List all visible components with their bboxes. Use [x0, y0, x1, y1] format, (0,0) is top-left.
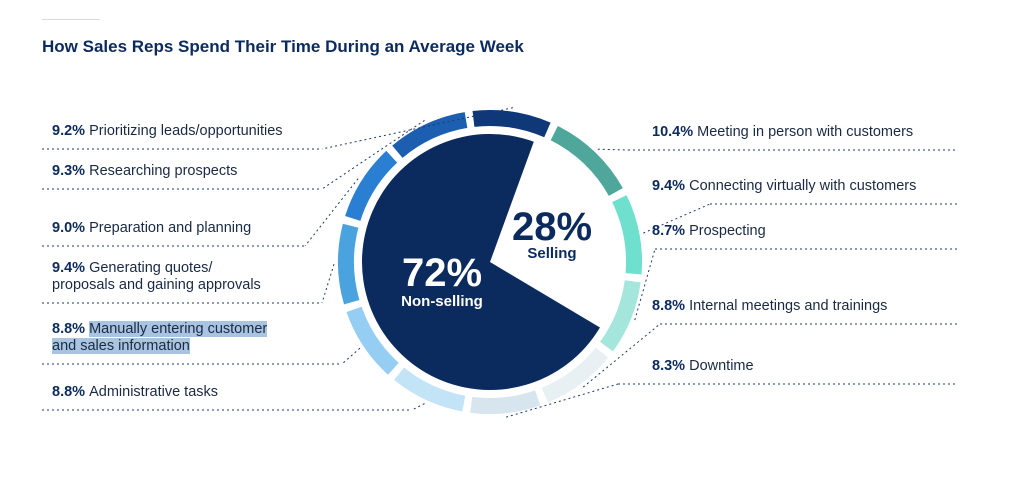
label-text: Connecting virtually with customers	[689, 178, 917, 194]
label-percent: 8.8%	[52, 384, 90, 400]
ring-segment-prospecting	[600, 280, 641, 352]
non-selling-pct: 72%	[402, 251, 482, 295]
ring-segment-prioritizing-leads-opportunities	[472, 110, 551, 138]
selling-pct: 28%	[512, 205, 592, 249]
left-label-4: 8.8% Manually entering customer and sales…	[52, 321, 268, 355]
ring-segment-generating-quotes-proposals-and-gaining-approvals	[338, 223, 360, 305]
label-line: 8.8% Internal meetings and trainings	[652, 298, 887, 315]
label-text: Meeting in person with customers	[697, 124, 914, 140]
ring-segment-manually-entering-customer-and-sales-information	[346, 306, 399, 375]
label-percent: 9.3%	[52, 163, 90, 179]
label-percent: 9.0%	[52, 220, 90, 236]
right-leader-1	[643, 203, 711, 234]
ring-segment-internal-meetings-and-trainings	[541, 347, 609, 403]
label-percent: 9.4%	[52, 260, 90, 276]
label-percent: 9.4%	[652, 178, 690, 194]
right-leader-2	[634, 248, 656, 321]
label-line: 8.8% Manually entering customer	[52, 321, 268, 338]
label-line: 9.4% Connecting virtually with customers	[652, 178, 916, 195]
ring-segment-administrative-tasks	[394, 367, 466, 412]
top-divider	[42, 19, 100, 20]
ring-segment-connecting-virtually-with-customers	[612, 195, 643, 275]
left-leader-4	[341, 347, 361, 365]
label-text: Prospecting	[689, 223, 766, 239]
ring-segment-downtime	[470, 390, 541, 414]
left-label-2: 9.0% Preparation and planning	[52, 220, 251, 237]
non-selling-label: Non-selling	[401, 293, 483, 310]
chart-title: How Sales Reps Spend Their Time During a…	[42, 37, 524, 56]
left-leader-5	[411, 403, 425, 411]
right-label-2: 8.7% Prospecting	[652, 223, 766, 240]
right-label-3: 8.8% Internal meetings and trainings	[652, 298, 887, 315]
left-label-3: 9.4% Generating quotes/proposals and gai…	[52, 260, 261, 294]
label-line: proposals and gaining approvals	[52, 277, 261, 294]
label-line: 8.8% Administrative tasks	[52, 384, 218, 401]
left-label-5: 8.8% Administrative tasks	[52, 384, 218, 401]
left-leader-3	[321, 264, 335, 304]
label-percent: 8.3%	[652, 358, 690, 374]
selling-label: Selling	[527, 245, 576, 262]
label-text: Administrative tasks	[89, 384, 219, 400]
label-line: 8.7% Prospecting	[652, 223, 766, 240]
label-line: 9.3% Researching prospects	[52, 163, 237, 180]
left-leader-2	[304, 178, 359, 247]
label-text: Prioritizing leads/opportunities	[89, 123, 283, 139]
pie-slice-non-selling	[361, 133, 600, 390]
left-label-0: 9.2% Prioritizing leads/opportunities	[52, 123, 283, 140]
label-line: 10.4% Meeting in person with customers	[652, 124, 913, 141]
left-label-1: 9.3% Researching prospects	[52, 163, 237, 180]
label-text: Researching prospects	[89, 163, 238, 179]
label-line: 9.4% Generating quotes/	[52, 260, 261, 277]
right-label-1: 9.4% Connecting virtually with customers	[652, 178, 916, 195]
right-label-0: 10.4% Meeting in person with customers	[652, 124, 913, 141]
label-text: and sales information	[52, 338, 190, 354]
label-line: 8.3% Downtime	[652, 358, 754, 375]
label-percent: 9.2%	[52, 123, 90, 139]
label-text: Generating quotes/	[89, 260, 213, 276]
label-text: proposals and gaining approvals	[52, 277, 261, 293]
label-line: and sales information	[52, 338, 267, 355]
label-percent: 10.4%	[652, 124, 698, 140]
label-percent: 8.8%	[652, 298, 690, 314]
label-text: Preparation and planning	[89, 220, 252, 236]
label-text: Manually entering customer	[89, 321, 268, 337]
ring-segment-preparation-and-planning	[345, 150, 398, 221]
label-line: 9.0% Preparation and planning	[52, 220, 251, 237]
left-leader-1	[321, 119, 425, 190]
label-line: 9.2% Prioritizing leads/opportunities	[52, 123, 283, 140]
ring-segment-researching-prospects	[392, 112, 468, 158]
label-text: Downtime	[689, 358, 754, 374]
ring-segment-meeting-in-person-with-customers	[550, 125, 623, 196]
label-percent: 8.7%	[652, 223, 690, 239]
right-leader-0	[597, 148, 629, 151]
right-label-4: 8.3% Downtime	[652, 358, 754, 375]
right-leader-3	[582, 323, 661, 388]
label-percent: 8.8%	[52, 321, 90, 337]
label-text: Internal meetings and trainings	[689, 298, 888, 314]
